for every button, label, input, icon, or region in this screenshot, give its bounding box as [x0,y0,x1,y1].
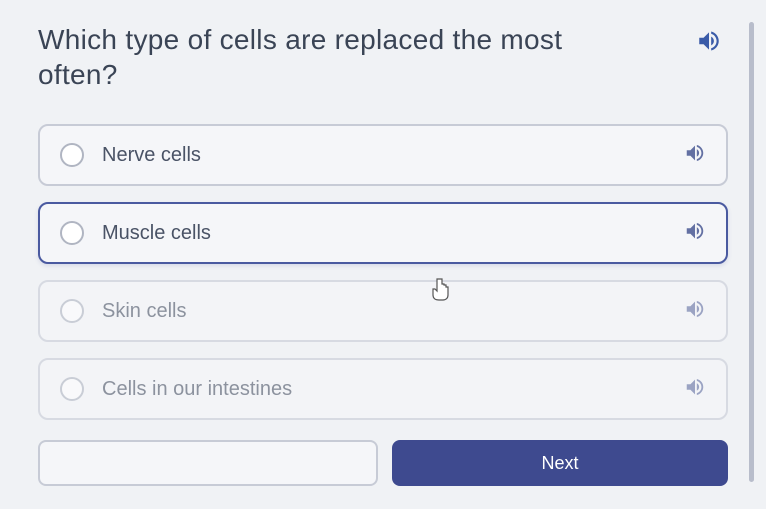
option-left: Cells in our intestines [60,377,292,401]
radio-button[interactable] [60,377,84,401]
speaker-icon[interactable] [696,28,722,59]
question-header: Which type of cells are replaced the mos… [38,22,728,92]
next-button[interactable]: Next [392,440,728,486]
options-list: Nerve cells Muscle cells Skin cells [38,124,728,420]
option-muscle-cells[interactable]: Muscle cells [38,202,728,264]
bottom-buttons: Next [38,440,728,486]
radio-button[interactable] [60,299,84,323]
option-label: Muscle cells [102,222,211,245]
radio-button[interactable] [60,143,84,167]
option-nerve-cells[interactable]: Nerve cells [38,124,728,186]
speaker-icon[interactable] [684,220,706,247]
speaker-icon[interactable] [684,298,706,325]
previous-button[interactable] [38,440,378,486]
option-intestine-cells[interactable]: Cells in our intestines [38,358,728,420]
scrollbar[interactable] [749,22,754,482]
option-label: Cells in our intestines [102,378,292,401]
option-left: Skin cells [60,299,186,323]
radio-button[interactable] [60,221,84,245]
option-left: Muscle cells [60,221,211,245]
speaker-icon[interactable] [684,376,706,403]
option-left: Nerve cells [60,143,201,167]
question-text: Which type of cells are replaced the mos… [38,22,618,92]
speaker-icon[interactable] [684,142,706,169]
option-label: Skin cells [102,300,186,323]
option-label: Nerve cells [102,144,201,167]
next-button-label: Next [541,453,578,474]
option-skin-cells[interactable]: Skin cells [38,280,728,342]
